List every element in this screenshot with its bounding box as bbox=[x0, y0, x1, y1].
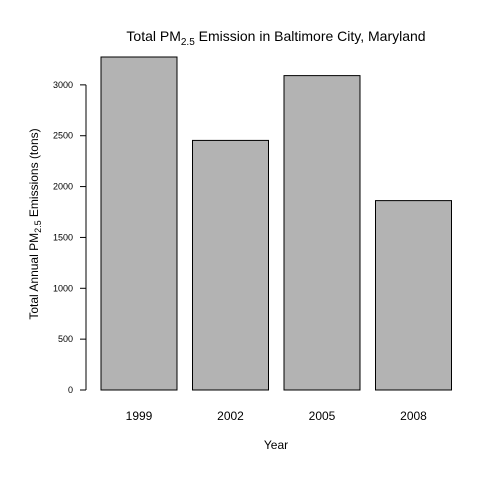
y-tick-label-1500: 1500 bbox=[53, 232, 73, 242]
chart-title-suffix: Emission in Baltimore City, Maryland bbox=[195, 28, 426, 44]
y-tick-label-1000: 1000 bbox=[53, 283, 73, 293]
chart-title: Total PM2.5 Emission in Baltimore City, … bbox=[126, 28, 425, 48]
chart-title-prefix: Total PM bbox=[126, 28, 180, 44]
x-tick-label-1999: 1999 bbox=[126, 409, 153, 423]
x-axis-label: Year bbox=[264, 438, 288, 452]
y-tick-label-3000: 3000 bbox=[53, 80, 73, 90]
y-axis-label-prefix: Total Annual PM bbox=[27, 233, 41, 320]
y-tick-label-2500: 2500 bbox=[53, 131, 73, 141]
bar-2008 bbox=[375, 200, 452, 391]
bar-1999 bbox=[100, 56, 178, 391]
bars-group bbox=[100, 56, 452, 391]
bar-2005 bbox=[283, 75, 361, 391]
x-tick-label-2002: 2002 bbox=[217, 409, 244, 423]
y-axis-label-suffix: Emissions (tons) bbox=[27, 128, 41, 220]
x-tick-label-2005: 2005 bbox=[309, 409, 336, 423]
x-tick-label-2008: 2008 bbox=[400, 409, 427, 423]
bar-2002 bbox=[192, 139, 269, 391]
y-tick-label-500: 500 bbox=[58, 334, 73, 344]
chart-title-subscript: 2.5 bbox=[181, 37, 195, 48]
y-axis-label-subscript: 2.5 bbox=[33, 220, 43, 233]
x-tick-labels: 1999 2002 2005 2008 bbox=[126, 409, 428, 423]
y-axis-label: Total Annual PM2.5 Emissions (tons) bbox=[27, 128, 43, 319]
y-tick-label-0: 0 bbox=[68, 385, 73, 395]
y-tick-label-2000: 2000 bbox=[53, 182, 73, 192]
y-axis: 0 500 1000 1500 2000 2500 3000 bbox=[53, 80, 87, 395]
